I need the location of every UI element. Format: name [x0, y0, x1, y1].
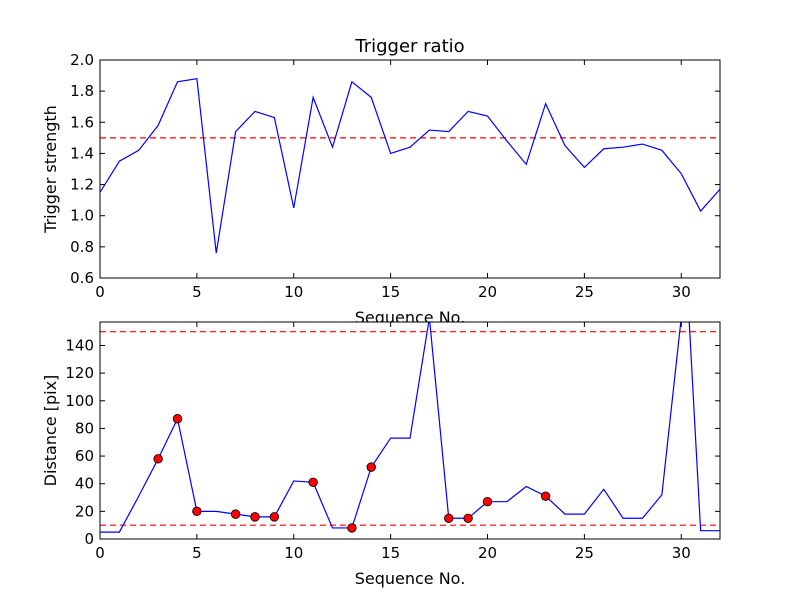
panel-2-data-point [366, 462, 376, 472]
panel-2-data-point [250, 512, 260, 522]
panel-2-data-point [540, 491, 551, 501]
panel-2-y-axis-label: Distance [pix] [41, 375, 60, 487]
panel-1-series-line-1 [100, 77, 720, 254]
panel-1-x-tick-label: 25 [575, 283, 594, 301]
panel-1-y-tick-label: 2.0 [70, 51, 94, 69]
panel-1-x-tick-label: 5 [192, 283, 202, 301]
panel-2-data-point [463, 513, 473, 523]
panel-2-plot-area [100, 322, 720, 539]
panel-2-data-point [172, 414, 183, 424]
panel-2-data-group [100, 322, 720, 533]
panel-1-x-tick-label: 10 [284, 283, 303, 301]
panel-1-y-tick-label: 0.8 [70, 238, 94, 256]
panel-1-y-tick-label: 1.6 [70, 113, 94, 131]
panel-1-y-tick-label: 1.4 [70, 144, 94, 162]
panel-1-x-tick-label: 30 [672, 283, 691, 301]
panel-1-frame [99, 59, 721, 279]
panel-1-y-axis-label: Trigger strength [41, 105, 60, 234]
panel-2-x-tick-label: 20 [478, 544, 497, 562]
panel-2-data-point [482, 496, 493, 507]
panel-1-data-group [100, 77, 720, 254]
panel-2-x-tick-label: 0 [95, 544, 105, 562]
panel-2-y-tick-label: 120 [65, 364, 94, 382]
panel-1-title: Trigger ratio [354, 36, 464, 57]
panel-2-y-tick-label: 40 [75, 475, 94, 493]
panel-2-x-tick-label: 30 [672, 544, 691, 562]
panel-2-y-tick-label: 140 [65, 336, 94, 354]
panel-2-x-axis-label: Sequence No. [355, 569, 466, 588]
panel-2-frame [99, 321, 721, 540]
panel-2-data-point [308, 477, 318, 488]
panel-2-data-point [153, 454, 163, 464]
panel-2-x-tick-label: 25 [575, 544, 594, 562]
panel-1-x-tick-label: 20 [478, 283, 497, 301]
panel-1-y-tick-label: 1.8 [70, 82, 94, 100]
panel-2-y-tick-label: 20 [75, 502, 94, 520]
panel-2-y-tick-label: 100 [65, 392, 94, 410]
panel-2-data-point [192, 506, 202, 517]
panel-1-y-tick-label: 1.2 [70, 176, 94, 194]
panel-1-y-tick-label: 0.6 [70, 269, 94, 287]
panel-2-series-line-1 [100, 322, 720, 533]
panel-2-y-tick-label: 60 [75, 447, 94, 465]
panel-1-x-tick-label: 15 [381, 283, 400, 301]
panel-2-y-tick-label: 0 [84, 530, 94, 548]
panel-2-y-tick-label: 80 [75, 419, 94, 437]
panel-1-y-tick-label: 1.0 [70, 207, 94, 225]
panel-2-data-point [269, 512, 280, 522]
panel-2-x-tick-label: 5 [192, 544, 202, 562]
panel-2-data-point [347, 523, 357, 533]
panel-2-x-tick-label: 15 [381, 544, 400, 562]
panel-1-x-tick-label: 0 [95, 283, 105, 301]
panel-1-plot-area [100, 60, 720, 278]
panel-2-x-tick-label: 10 [284, 544, 303, 562]
panel-2-data-point [230, 509, 241, 519]
panel-2-data-point [444, 513, 454, 523]
